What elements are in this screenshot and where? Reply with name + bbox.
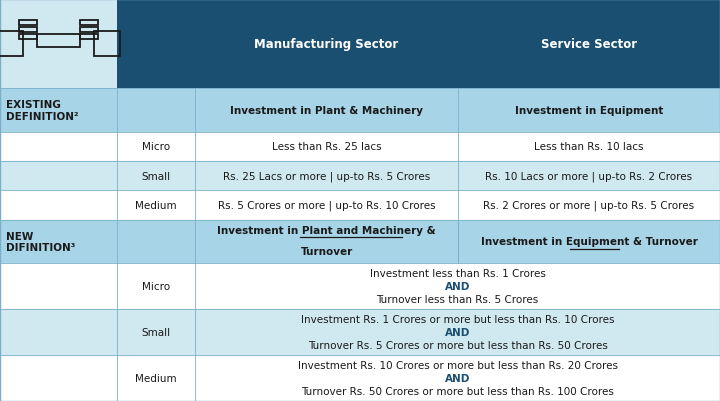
Text: Investment in Plant and Machinery &: Investment in Plant and Machinery & <box>217 226 436 235</box>
Text: Medium: Medium <box>135 200 177 211</box>
Bar <box>0 132 195 162</box>
Bar <box>19 20 37 26</box>
Text: Medium: Medium <box>135 373 177 383</box>
Text: EXISTING
DEFINITION²: EXISTING DEFINITION² <box>6 100 78 122</box>
Text: Micro: Micro <box>142 142 171 152</box>
Text: Investment in Equipment: Investment in Equipment <box>515 106 663 115</box>
Bar <box>0 355 195 401</box>
Bar <box>94 32 120 57</box>
Bar <box>0 309 195 355</box>
Bar <box>0 32 23 57</box>
Bar <box>19 34 37 40</box>
Bar <box>117 0 458 89</box>
Bar <box>81 34 99 40</box>
Bar <box>195 309 720 355</box>
Text: AND: AND <box>445 327 470 337</box>
Bar <box>458 162 720 191</box>
Text: Investment Rs. 1 Crores or more but less than Rs. 10 Crores: Investment Rs. 1 Crores or more but less… <box>301 314 614 324</box>
Text: NEW
DIFINITION³: NEW DIFINITION³ <box>6 231 75 253</box>
Bar <box>458 89 720 132</box>
Text: Turnover Rs. 5 Crores or more but less than Rs. 50 Crores: Turnover Rs. 5 Crores or more but less t… <box>307 340 608 350</box>
Bar <box>0 191 195 220</box>
Bar <box>19 28 37 33</box>
Bar <box>0 220 195 263</box>
Bar <box>458 191 720 220</box>
Text: Turnover Rs. 50 Crores or more but less than Rs. 100 Crores: Turnover Rs. 50 Crores or more but less … <box>301 386 614 396</box>
Text: Turnover: Turnover <box>300 247 353 257</box>
Text: Less than Rs. 25 lacs: Less than Rs. 25 lacs <box>271 142 382 152</box>
Bar <box>0 89 195 132</box>
Text: Less than Rs. 10 lacs: Less than Rs. 10 lacs <box>534 142 644 152</box>
Text: Small: Small <box>142 171 171 181</box>
Text: Turnover less than Rs. 5 Crores: Turnover less than Rs. 5 Crores <box>377 294 539 304</box>
Text: Micro: Micro <box>142 282 171 291</box>
Text: AND: AND <box>445 282 470 291</box>
Bar <box>458 132 720 162</box>
Bar <box>37 34 81 48</box>
Text: AND: AND <box>445 373 470 383</box>
Bar <box>81 28 99 33</box>
Bar <box>195 89 458 132</box>
Text: Investment less than Rs. 1 Crores: Investment less than Rs. 1 Crores <box>369 269 546 278</box>
Bar <box>0 162 195 191</box>
Text: Rs. 2 Crores or more | up-to Rs. 5 Crores: Rs. 2 Crores or more | up-to Rs. 5 Crore… <box>483 200 695 211</box>
Bar <box>0 0 117 89</box>
Text: Service Sector: Service Sector <box>541 38 637 51</box>
Text: Rs. 10 Lacs or more | up-to Rs. 2 Crores: Rs. 10 Lacs or more | up-to Rs. 2 Crores <box>485 171 693 182</box>
Bar <box>195 132 458 162</box>
Text: Investment Rs. 10 Crores or more but less than Rs. 20 Crores: Investment Rs. 10 Crores or more but les… <box>297 360 618 370</box>
Bar <box>81 20 99 26</box>
Bar <box>0 263 195 309</box>
Bar <box>195 263 720 309</box>
Text: Small: Small <box>142 327 171 337</box>
Bar <box>195 191 458 220</box>
Bar <box>458 0 720 89</box>
Bar <box>195 162 458 191</box>
Text: Investment in Equipment & Turnover: Investment in Equipment & Turnover <box>480 237 698 247</box>
Text: Investment in Plant & Machinery: Investment in Plant & Machinery <box>230 106 423 115</box>
Bar <box>195 355 720 401</box>
Bar <box>195 220 458 263</box>
Text: Rs. 25 Lacs or more | up-to Rs. 5 Crores: Rs. 25 Lacs or more | up-to Rs. 5 Crores <box>223 171 430 182</box>
Text: Manufacturing Sector: Manufacturing Sector <box>254 38 399 51</box>
Bar <box>458 220 720 263</box>
Text: Rs. 5 Crores or more | up-to Rs. 10 Crores: Rs. 5 Crores or more | up-to Rs. 10 Cror… <box>217 200 436 211</box>
